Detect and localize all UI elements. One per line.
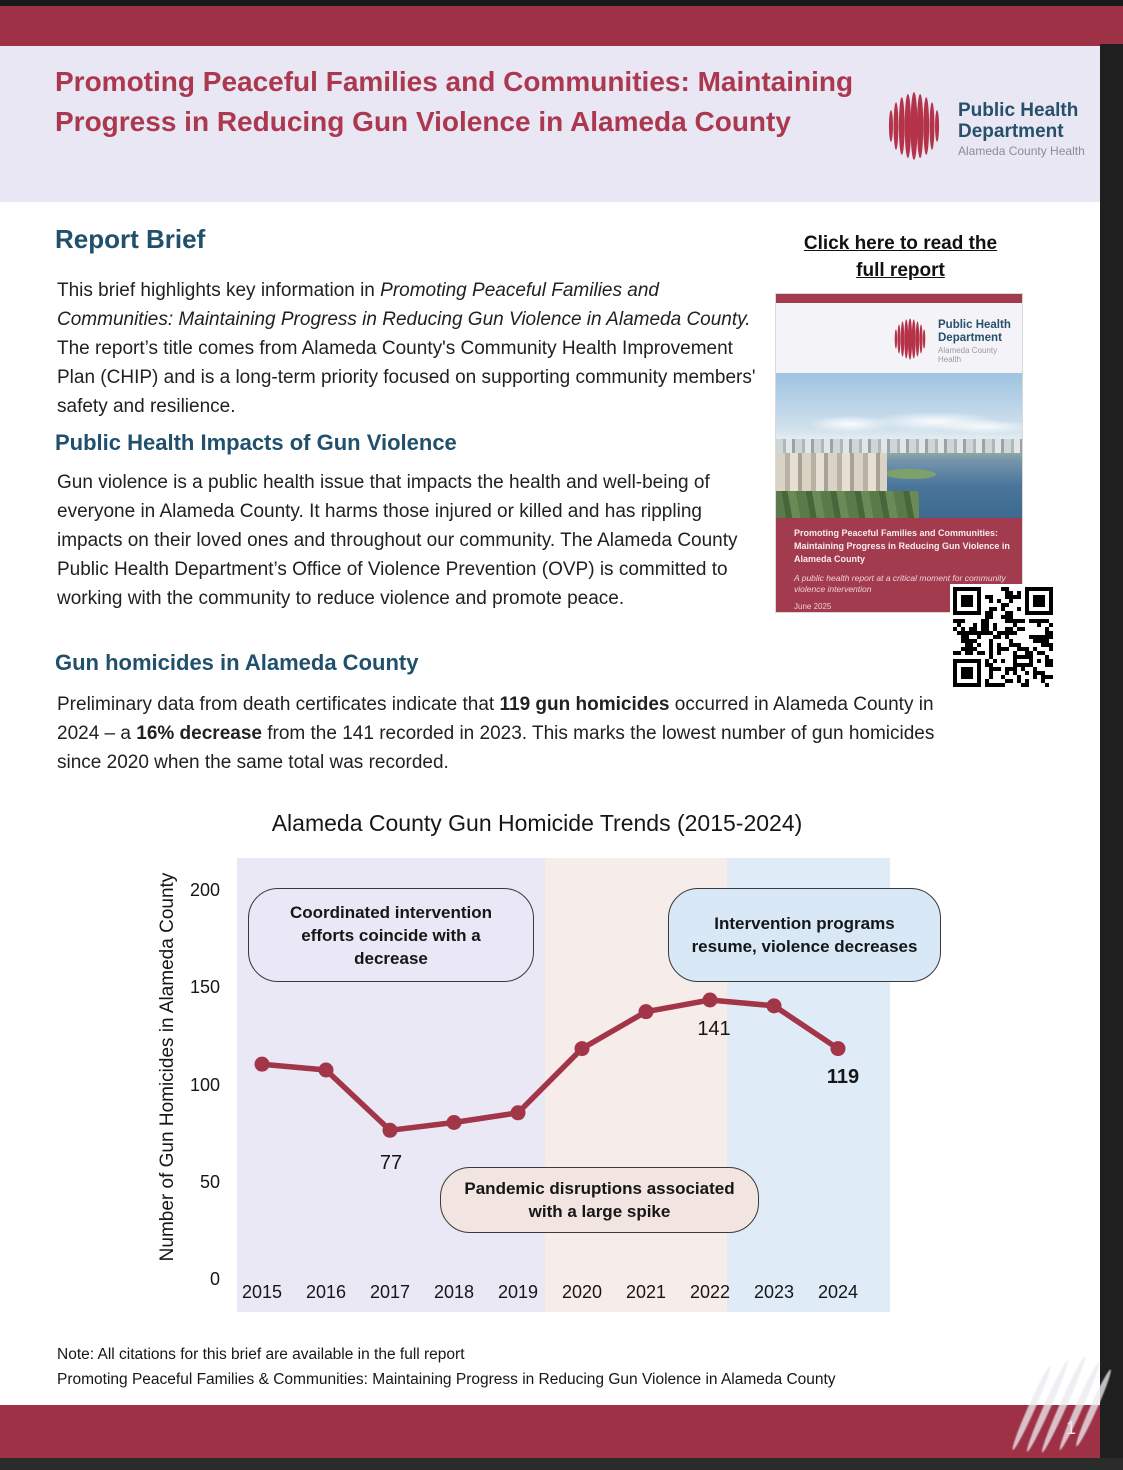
x-axis-tick-label: 2023: [753, 1282, 795, 1302]
report-cover-thumbnail[interactable]: Public Health Department Alameda County H…: [776, 294, 1022, 612]
logo-subtitle: Alameda County Health: [958, 144, 1085, 158]
footnote: Note: All citations for this brief are a…: [57, 1346, 465, 1363]
chart-annotation: Intervention programs resume, violence d…: [668, 888, 941, 982]
report-brief-heading: Report Brief: [55, 224, 206, 254]
paragraph-text: occurred in Alameda County in 2024 – a: [57, 694, 934, 744]
logo-name-line1: Public Health: [958, 100, 1079, 121]
qr-code: [950, 584, 1056, 690]
cover-subtitle: A public health report at a critical mom…: [794, 573, 1006, 594]
homicides-heading: Gun homicides in Alameda County: [55, 650, 419, 675]
x-axis-tick-label: 2016: [305, 1282, 347, 1302]
bottom-accent-bar: [0, 1405, 1100, 1458]
chart-y-axis-label: Number of Gun Homicides in Alameda Count…: [157, 872, 178, 1262]
cover-date: June 2025: [794, 602, 832, 611]
public-health-logo-icon: [878, 90, 950, 162]
x-axis-tick-label: 2024: [817, 1282, 859, 1302]
data-point: [766, 998, 782, 1014]
y-axis-tick-label: 0: [209, 1269, 220, 1289]
data-point: [254, 1056, 270, 1072]
data-point-label: 141: [697, 1018, 731, 1040]
data-point: [638, 1004, 654, 1020]
page-edge: [0, 1458, 1123, 1470]
data-point: [574, 1041, 590, 1057]
paragraph-bold-text: 119 gun homicides: [499, 694, 670, 715]
cover-aerial-photo: [776, 373, 1022, 518]
page-edge: [1100, 44, 1123, 1470]
cover-logo-band: Public Health Department Alameda County H…: [776, 303, 1022, 373]
chart-line-series: [254, 992, 846, 1138]
data-point: [830, 1041, 846, 1057]
y-axis-tick-label: 100: [189, 1074, 220, 1095]
data-point: [382, 1122, 398, 1138]
y-axis-tick-label: 200: [189, 880, 220, 901]
impacts-paragraph: Gun violence is a public health issue th…: [57, 472, 738, 609]
public-health-logo-icon: [888, 317, 932, 361]
page-number: 1: [1066, 1418, 1077, 1438]
paragraph-text: Preliminary data from death certificates…: [57, 694, 500, 715]
page-edge: [0, 0, 1123, 6]
data-point: [318, 1062, 334, 1078]
x-axis-tick-label: 2018: [433, 1282, 475, 1302]
data-point-label: 119: [826, 1066, 860, 1088]
logo-name-line2: Department: [958, 121, 1064, 142]
data-point-label: 77: [379, 1152, 403, 1174]
x-axis-tick-label: 2020: [561, 1282, 603, 1302]
paragraph-text: The report’s title comes from Alameda Co…: [57, 338, 756, 417]
data-point: [510, 1105, 526, 1121]
agency-logo: Public Health Department Alameda County …: [878, 90, 1093, 162]
cover-title-band: Promoting Peaceful Families and Communit…: [776, 518, 1022, 612]
cover-top-bar: [776, 294, 1022, 303]
x-axis-tick-label: 2021: [625, 1282, 667, 1302]
top-accent-bar: [0, 6, 1123, 46]
paragraph-text: This brief highlights key information in: [57, 280, 381, 301]
data-point: [702, 992, 718, 1008]
chart-annotation: Coordinated intervention efforts coincid…: [248, 888, 534, 982]
cover-logo-name: Department: [938, 332, 1002, 344]
x-axis-tick-label: 2019: [497, 1282, 539, 1302]
paragraph-text: from the 141 recorded in 2023. This mark…: [57, 723, 935, 773]
x-axis-tick-label: 2017: [369, 1282, 411, 1302]
y-axis-tick-label: 150: [189, 977, 220, 998]
chart-annotation: Pandemic disruptions associated with a l…: [440, 1167, 759, 1233]
data-point: [446, 1114, 462, 1130]
footer-report-title: Promoting Peaceful Families & Communitie…: [57, 1371, 836, 1388]
impacts-heading: Public Health Impacts of Gun Violence: [55, 430, 457, 455]
y-axis-tick-label: 50: [199, 1171, 220, 1192]
x-axis-tick-label: 2022: [689, 1282, 731, 1302]
homicides-paragraph: Preliminary data from death certificates…: [57, 690, 963, 777]
cover-logo-subtitle: Alameda County Health: [938, 346, 998, 364]
paragraph-italic-text: Promoting Peaceful Families and Communit…: [57, 280, 751, 330]
report-brief-paragraph: This brief highlights key information in…: [57, 276, 765, 421]
x-axis-tick-label: 2015: [241, 1282, 283, 1302]
paragraph-bold-text: 16% decrease: [136, 723, 262, 744]
full-report-link[interactable]: Click here to read the full report: [803, 233, 998, 281]
cover-title: Promoting Peaceful Families and Communit…: [794, 528, 1010, 564]
page-title: Promoting Peaceful Families and Communit…: [55, 66, 854, 137]
cover-logo-name: Public Health: [938, 319, 1011, 331]
chart-title: Alameda County Gun Homicide Trends (2015…: [271, 810, 803, 836]
